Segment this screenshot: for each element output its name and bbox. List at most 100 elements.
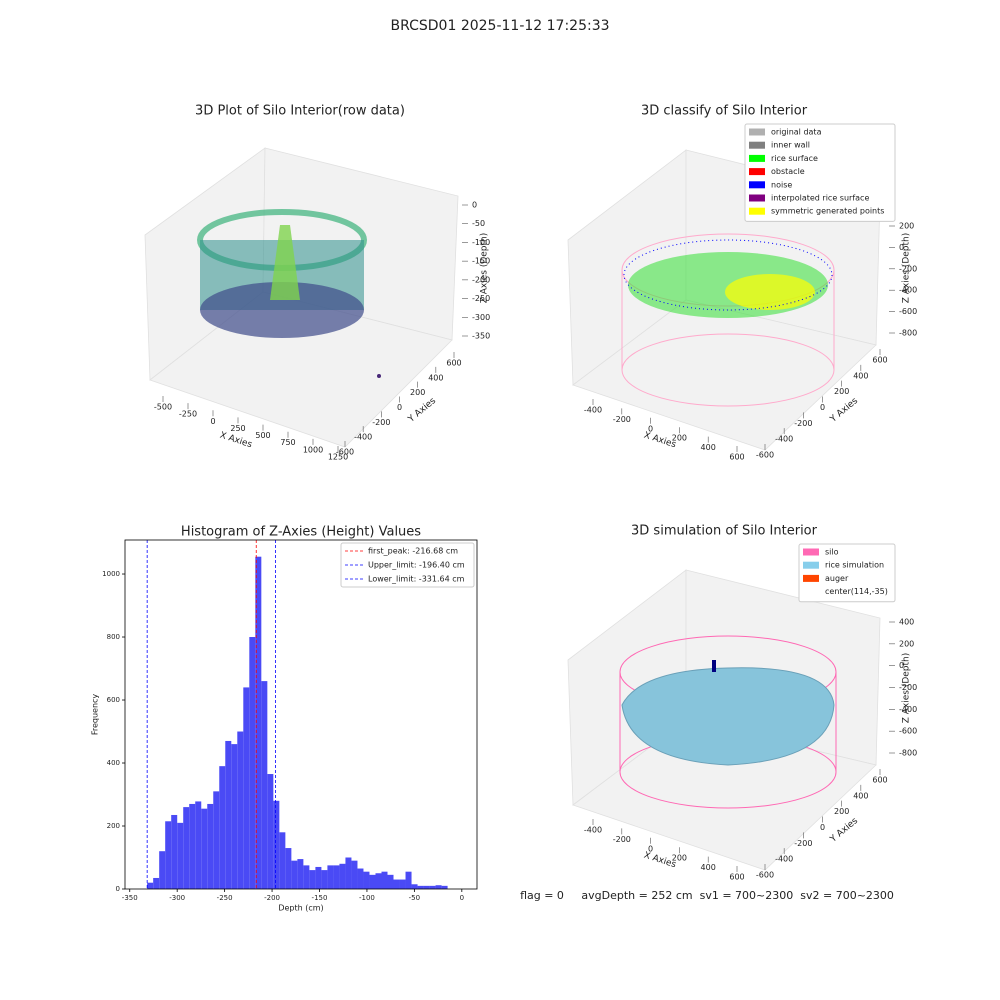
legend-swatch [749, 128, 765, 136]
x-tick-label: -200 [613, 415, 631, 424]
x-tick-label: 0 [648, 844, 653, 853]
bar [177, 822, 184, 889]
z-tick-label: -300 [472, 313, 490, 322]
y-tick-label: 200 [834, 807, 849, 816]
x-tick-label: -200 [613, 835, 631, 844]
x-tick-label: 600 [729, 873, 744, 882]
x-tick-label: -400 [584, 826, 602, 835]
bar [387, 874, 394, 889]
x-tick-label: -250 [217, 894, 233, 902]
z-tick-label: -800 [899, 749, 917, 758]
chart-title: 3D classify of Silo Interior [641, 104, 808, 119]
legend-label: rice simulation [825, 561, 884, 570]
y-tick-label: 0 [116, 885, 120, 893]
x-tick-label: 200 [672, 434, 687, 443]
bar [183, 807, 190, 889]
legend-swatch [749, 207, 765, 215]
legend-label: interpolated rice surface [771, 194, 869, 203]
legend-swatch [749, 181, 765, 189]
bar [147, 882, 154, 889]
x-tick-label: 200 [672, 854, 687, 863]
y-tick-label: -600 [756, 871, 774, 880]
bar [369, 874, 376, 889]
bar [267, 774, 274, 889]
axes-3d-1 [144, 147, 459, 448]
y-tick-label: -200 [794, 839, 812, 848]
z-tick-label: -350 [472, 332, 490, 341]
bar [159, 851, 166, 889]
plot-frame [124, 539, 478, 890]
chart-title: 3D simulation of Silo Interior [631, 524, 818, 539]
y-axis-label: Frequency [91, 694, 100, 736]
y-tick-label: -400 [775, 435, 793, 444]
bar [243, 687, 250, 889]
bar [309, 870, 316, 889]
bar [405, 871, 412, 889]
bar [393, 879, 400, 889]
x-tick-label: -300 [169, 894, 185, 902]
bar [399, 879, 406, 889]
y-tick-label: -400 [354, 433, 372, 442]
y-tick-label: 600 [446, 359, 461, 368]
x-tick-label: -400 [584, 406, 602, 415]
legend-label: original data [771, 128, 822, 137]
legend-label: obstacle [771, 167, 805, 176]
z-tick-label: 0 [899, 661, 904, 670]
x-tick-label: 0 [460, 894, 464, 902]
bar [207, 803, 214, 889]
axes-3d-2 [567, 149, 881, 451]
y-tick-label: 400 [428, 373, 443, 382]
legend-box [340, 542, 475, 588]
bar [237, 731, 244, 889]
y-tick-label: 0 [820, 403, 825, 412]
bar [219, 766, 226, 889]
x-tick-label: 250 [230, 424, 245, 433]
bar [297, 859, 304, 889]
y-axis-label: Y Axies [828, 396, 860, 425]
bar [441, 885, 448, 889]
y-tick-label: -600 [336, 448, 354, 457]
z-tick-label: -50 [472, 219, 485, 228]
x-tick-label: -150 [312, 894, 328, 902]
z-tick-label: 400 [899, 618, 914, 627]
z-axis-label: Z Axies (Depth) [902, 233, 912, 304]
z-tick-label: -250 [472, 294, 490, 303]
z-tick-label: -100 [472, 238, 490, 247]
bar [411, 884, 418, 889]
bar [249, 637, 256, 889]
bar [153, 877, 160, 889]
bar [315, 866, 322, 889]
bar [429, 885, 436, 889]
bar [213, 791, 220, 889]
y-axis-label: Y Axies [406, 396, 438, 425]
x-tick-label: -350 [122, 894, 138, 902]
y-tick-label: 200 [410, 388, 425, 397]
bar [339, 863, 346, 889]
legend-label: noise [771, 180, 792, 189]
y-tick-label: 400 [853, 371, 868, 380]
chart-title: 3D Plot of Silo Interior(row data) [195, 104, 405, 119]
x-tick-label: 600 [729, 453, 744, 462]
z-tick-label: -800 [899, 329, 917, 338]
legend-label: symmetric generated points [771, 207, 884, 216]
z-tick-label: 0 [472, 201, 477, 210]
bar [303, 865, 310, 889]
legend-swatch [749, 194, 765, 202]
bar [417, 885, 424, 889]
z-tick-label: 0 [899, 243, 904, 252]
x-tick-label: 400 [701, 863, 716, 872]
y-tick-label: 0 [397, 403, 402, 412]
y-tick-label: 200 [107, 822, 120, 830]
x-tick-label: -500 [154, 403, 172, 412]
y-tick-label: -200 [372, 418, 390, 427]
z-tick-label: -150 [472, 257, 490, 266]
legend-swatch [803, 561, 819, 569]
legend-box [798, 543, 896, 603]
bar [351, 860, 358, 889]
bar [231, 744, 238, 889]
bar [201, 808, 208, 889]
z-tick-label: 200 [899, 222, 914, 231]
bar [363, 871, 370, 889]
bar [375, 873, 382, 889]
